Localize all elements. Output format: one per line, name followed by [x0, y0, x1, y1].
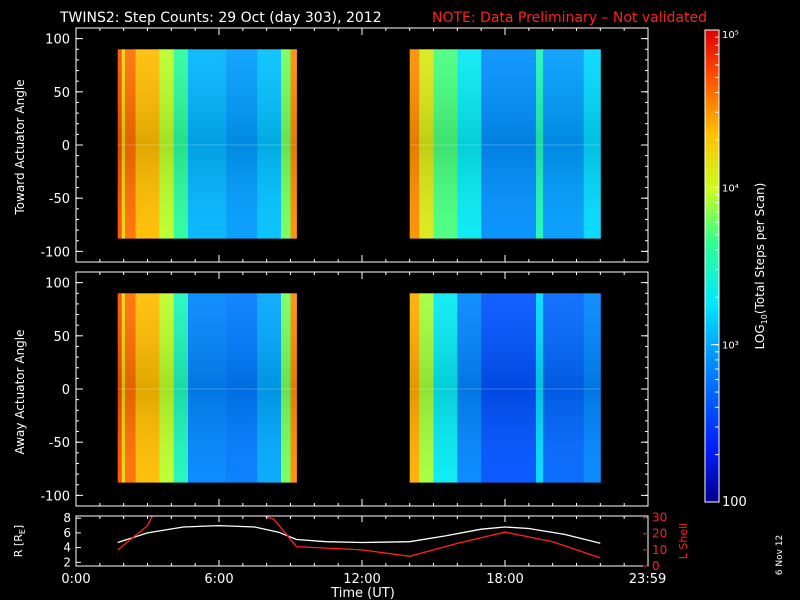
heatmap-shading — [124, 293, 136, 483]
lshell-tick-label: 20 — [652, 527, 667, 541]
heatmap-shading — [121, 49, 126, 239]
radius-tick-label: 2 — [63, 555, 71, 569]
heatmap-shading — [121, 293, 126, 483]
zero-angle-stripe — [117, 144, 297, 146]
colorbar-tick-label: 10⁵ — [722, 30, 739, 41]
colorbar — [704, 29, 720, 503]
ytick-label: 100 — [45, 33, 70, 48]
heatmap-shading — [583, 49, 601, 239]
heatmap-shading — [173, 49, 189, 239]
ytick-label: -50 — [49, 436, 70, 451]
heatmap-shading — [543, 293, 584, 483]
radius-tick-label: 4 — [63, 541, 71, 555]
heatmap-shading — [173, 293, 189, 483]
lshell-line — [264, 516, 601, 559]
heatmap-shading — [188, 293, 227, 483]
heatmap-shading — [135, 293, 160, 483]
heatmap-shading — [188, 49, 227, 239]
time-xlabel: Time (UT) — [330, 586, 395, 600]
ytick-label: 50 — [53, 330, 70, 345]
heatmap-shading — [419, 293, 434, 483]
heatmap-shading — [457, 49, 482, 239]
preliminary-note: NOTE: Data Preliminary – Not validated — [432, 10, 707, 26]
toward-panel: 100 50 0 -50 -100 — [40, 27, 649, 263]
lshell-tick-label: 10 — [652, 543, 667, 557]
heatmap-shading — [543, 49, 584, 239]
lshell-line — [117, 516, 153, 551]
heatmap-shading — [290, 49, 297, 239]
heatmap-shading — [226, 293, 258, 483]
radius-tick-label: 6 — [63, 526, 71, 540]
time-tick-label: 6:00 — [204, 572, 233, 587]
ytick-label: 50 — [53, 86, 70, 101]
time-tick-label: 23:59 — [629, 572, 666, 587]
heatmap-shading — [159, 293, 175, 483]
heatmap-shading — [281, 293, 291, 483]
ytick-label: -100 — [40, 489, 70, 504]
heatmap-shading — [433, 293, 458, 483]
toward-ylabel: Toward Actuator Angle — [13, 79, 27, 215]
heatmap-shading — [481, 49, 537, 239]
time-tick-label: 12:00 — [343, 572, 380, 587]
zero-angle-stripe — [409, 144, 601, 146]
zero-angle-stripe — [117, 388, 297, 390]
radius-ylabel: R [RE] — [12, 525, 27, 557]
radius-tick-label: 8 — [63, 511, 71, 525]
heatmap-shading — [419, 49, 434, 239]
heatmap-shading — [124, 49, 136, 239]
heatmap-shading — [159, 49, 175, 239]
lshell-ylabel: L Shell — [677, 523, 690, 559]
ytick-label: 100 — [45, 277, 70, 292]
heatmap-shading — [457, 293, 482, 483]
ytick-label: 0 — [62, 139, 70, 154]
heatmap-shading — [583, 293, 601, 483]
date-stamp: 6 Nov 12 — [775, 535, 785, 575]
away-ylabel: Away Actuator Angle — [13, 329, 27, 454]
colorbar-tick-label: 10³ — [722, 341, 739, 352]
colorbar-label: LOG10(Total Steps per Scan) — [753, 183, 769, 350]
heatmap-shading — [536, 49, 544, 239]
heatmap-shading — [481, 293, 537, 483]
heatmap-shading — [257, 293, 282, 483]
heatmap-shading — [281, 49, 291, 239]
heatmap-shading — [226, 49, 258, 239]
heatmap-shading — [117, 293, 123, 483]
ytick-label: 0 — [62, 383, 70, 398]
colorbar-tick-label: 100 — [722, 495, 747, 510]
chart-title: TWINS2: Step Counts: 29 Oct (day 303), 2… — [59, 10, 382, 26]
zero-angle-stripe — [409, 388, 601, 390]
heatmap-shading — [135, 49, 160, 239]
lshell-tick-label: 30 — [652, 511, 667, 525]
time-tick-label: 18:00 — [486, 572, 523, 587]
radius-line — [117, 524, 601, 544]
time-tick-label: 0:00 — [61, 572, 90, 587]
heatmap-shading — [433, 49, 458, 239]
heatmap-shading — [536, 293, 544, 483]
ytick-label: -100 — [40, 245, 70, 260]
heatmap-shading — [257, 49, 282, 239]
ytick-label: -50 — [49, 192, 70, 207]
orbit-frame — [75, 515, 649, 567]
lshell-tick-label: 0 — [652, 559, 660, 573]
heatmap-shading — [290, 293, 297, 483]
colorbar-tick-label: 10⁴ — [722, 183, 739, 194]
heatmap-shading — [409, 49, 420, 239]
away-panel: 100 50 0 -50 -100 — [40, 271, 649, 507]
heatmap-shading — [409, 293, 420, 483]
heatmap-shading — [117, 49, 123, 239]
colorbar-ticks: 100 10³ 10⁴ 10⁵ — [711, 29, 747, 510]
